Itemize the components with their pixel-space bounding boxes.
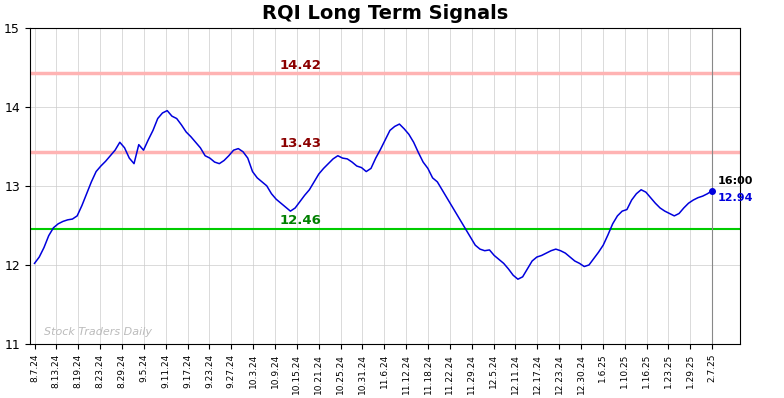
Text: 12.94: 12.94: [717, 193, 753, 203]
Text: 14.42: 14.42: [280, 59, 321, 72]
Text: Stock Traders Daily: Stock Traders Daily: [44, 327, 152, 337]
Title: RQI Long Term Signals: RQI Long Term Signals: [262, 4, 508, 23]
Text: 13.43: 13.43: [280, 137, 321, 150]
Text: 12.46: 12.46: [280, 214, 321, 227]
Text: 16:00: 16:00: [717, 176, 753, 186]
